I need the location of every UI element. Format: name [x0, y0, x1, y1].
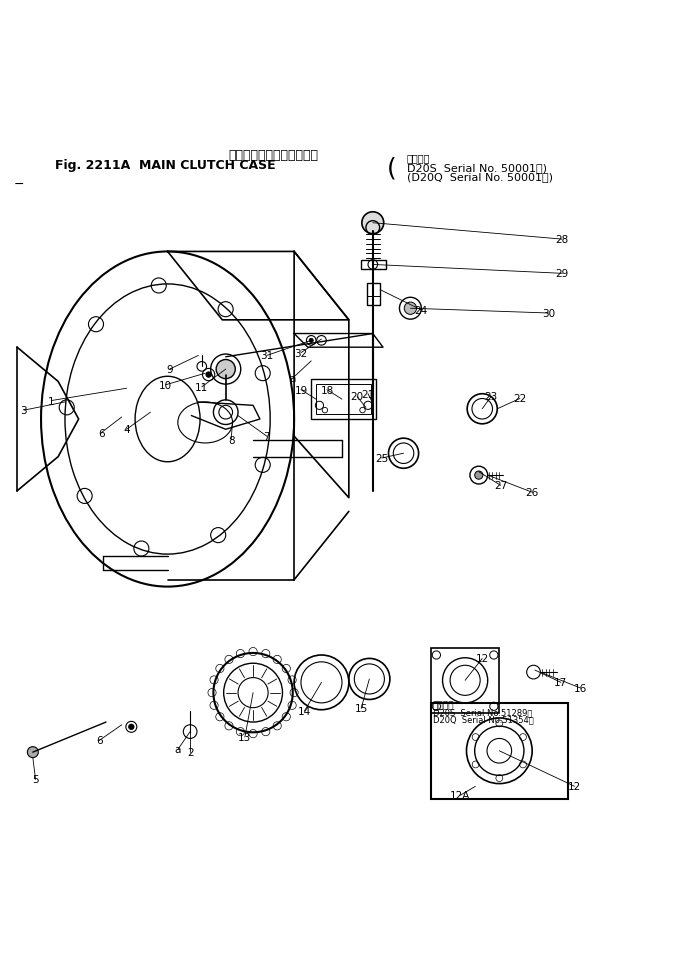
Circle shape [362, 212, 384, 234]
Text: 2: 2 [187, 747, 194, 758]
Circle shape [309, 339, 313, 343]
Text: 15: 15 [354, 703, 368, 713]
Text: a: a [174, 744, 181, 755]
Circle shape [404, 302, 417, 315]
Text: 14: 14 [298, 706, 311, 716]
Bar [361, 261, 386, 269]
Text: 23: 23 [484, 392, 498, 402]
Text: メイン　クラッチ　ケース: メイン クラッチ ケース [228, 149, 319, 162]
Text: 28: 28 [555, 234, 569, 245]
Text: 4: 4 [123, 424, 130, 435]
Text: −: − [14, 177, 24, 191]
Text: 13: 13 [238, 733, 252, 742]
Text: 31: 31 [260, 351, 274, 361]
Bar [316, 385, 371, 415]
Text: 26: 26 [525, 487, 539, 498]
Text: 22: 22 [513, 394, 527, 404]
Text: 6: 6 [98, 428, 105, 438]
Text: 32: 32 [294, 348, 308, 359]
Circle shape [27, 747, 38, 758]
Text: 11: 11 [195, 383, 209, 392]
Text: 9: 9 [166, 364, 173, 375]
Text: 通用号機: 通用号機 [433, 702, 454, 710]
Text: 7: 7 [263, 431, 270, 442]
Bar [431, 703, 568, 798]
Text: 20: 20 [350, 392, 364, 402]
Text: 6: 6 [96, 735, 103, 746]
Text: 1: 1 [48, 396, 55, 406]
Text: 18: 18 [320, 386, 334, 395]
Text: Fig. 2211A  MAIN CLUTCH CASE: Fig. 2211A MAIN CLUTCH CASE [55, 159, 276, 172]
Circle shape [129, 725, 134, 730]
Text: 8: 8 [228, 435, 235, 445]
Text: 27: 27 [494, 481, 508, 491]
Text: 5: 5 [32, 774, 39, 785]
Text: D20Q  Serial No.51354～: D20Q Serial No.51354～ [433, 715, 534, 724]
Text: a: a [289, 374, 296, 384]
Text: 19: 19 [294, 386, 308, 395]
Text: 12: 12 [568, 782, 581, 792]
Text: 3: 3 [21, 406, 27, 416]
Text: 通用号機: 通用号機 [407, 153, 430, 164]
Text: 12: 12 [475, 654, 489, 664]
Text: D20S  Serial No. 50001～): D20S Serial No. 50001～) [407, 163, 547, 172]
Text: (: ( [386, 157, 396, 181]
Text: (D20Q  Serial No. 50001～): (D20Q Serial No. 50001～) [407, 172, 553, 182]
Circle shape [216, 360, 235, 379]
Bar [311, 380, 376, 420]
Text: 21: 21 [361, 390, 375, 399]
Text: 25: 25 [375, 453, 389, 463]
Text: 24: 24 [414, 305, 428, 315]
Text: 29: 29 [555, 269, 569, 279]
Text: 16: 16 [573, 683, 587, 693]
Bar [431, 648, 499, 713]
Text: 17: 17 [554, 677, 568, 688]
Circle shape [206, 372, 211, 378]
Text: 12A: 12A [450, 791, 471, 800]
Circle shape [475, 472, 483, 480]
Text: 10: 10 [159, 381, 172, 391]
Text: D20S  Serial No.51289～: D20S Serial No.51289～ [433, 708, 532, 717]
Text: 30: 30 [542, 309, 555, 319]
Bar [367, 284, 380, 305]
